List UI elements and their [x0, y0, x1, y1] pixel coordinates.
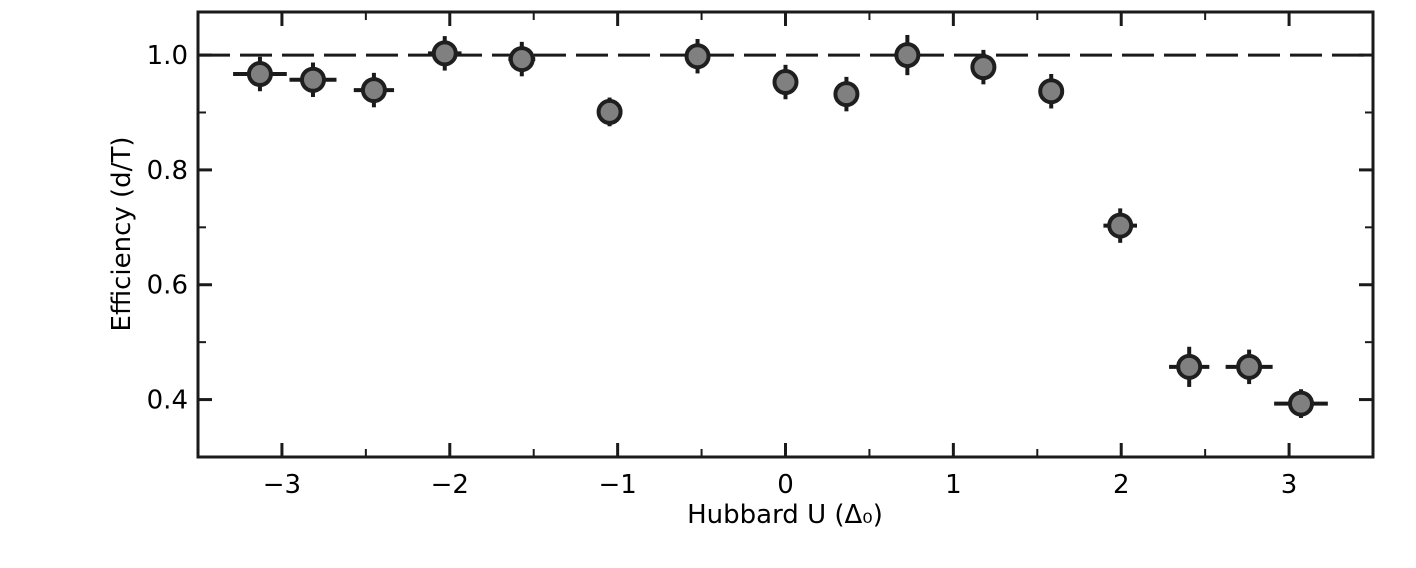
x-tick-label: 0	[777, 470, 794, 500]
data-point	[833, 81, 860, 108]
data-point	[596, 98, 623, 125]
data-point	[894, 42, 921, 69]
data-point	[1176, 353, 1203, 380]
y-axis-label: Efficiency (d/T)	[107, 137, 137, 332]
x-tick-label: −2	[431, 470, 469, 500]
plot-frame	[196, 10, 1375, 459]
data-point	[360, 77, 387, 104]
data-point	[684, 43, 711, 70]
data-point	[1236, 353, 1263, 380]
x-tick-label: 1	[945, 470, 962, 500]
x-tick-label: 3	[1281, 470, 1298, 500]
data-point	[299, 66, 326, 93]
y-tick-label: 0.8	[147, 156, 188, 186]
x-tick-label: −3	[263, 470, 301, 500]
data-point	[970, 54, 997, 81]
x-tick-label: 2	[1113, 470, 1130, 500]
x-axis-label: Hubbard U (Δ₀)	[687, 500, 883, 530]
data-point	[1107, 212, 1134, 239]
y-tick-label: 0.6	[147, 271, 188, 301]
x-tick-label: −1	[598, 470, 636, 500]
y-tick-label: 1.0	[147, 41, 188, 71]
data-point	[772, 69, 799, 96]
data-point	[1287, 390, 1314, 417]
data-point	[508, 46, 535, 73]
data-point	[246, 61, 273, 88]
data-point	[1038, 78, 1065, 105]
y-tick-label: 0.4	[147, 386, 188, 416]
data-point	[431, 40, 458, 67]
